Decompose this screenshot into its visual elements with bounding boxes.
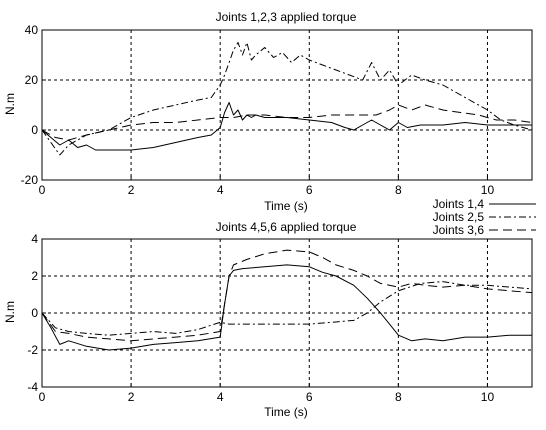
plot-bottom-grid <box>42 239 532 387</box>
plot-bottom-ytick-label: 2 <box>31 269 38 283</box>
legend-label-joints-3-6: Joints 3,6 <box>433 223 485 237</box>
plot-bottom-xtick-label: 0 <box>39 390 46 404</box>
plot-top-xtick-label: 4 <box>217 183 224 197</box>
plot-top-ytick-label: 20 <box>25 73 39 87</box>
plot-top-grid <box>42 30 532 180</box>
plot-top-xtick-label: 8 <box>395 183 402 197</box>
plot-bottom-ytick-label: 0 <box>31 306 38 320</box>
plot-bottom-axes-frame <box>41 238 533 388</box>
plot-top-xlabel: Time (s) <box>264 199 308 213</box>
plot-bottom-series <box>41 249 533 351</box>
plot-top-xtick-label: 10 <box>481 183 495 197</box>
plot-bottom-series-dashed <box>41 249 533 342</box>
plot-top-ylabel: N.m <box>3 93 17 115</box>
plot-bottom-xtick-label: 8 <box>395 390 402 404</box>
plot-top-ytick-label: 40 <box>25 23 39 37</box>
plot-bottom-ytick-label: -2 <box>27 343 38 357</box>
plot-top-xtick-label: 6 <box>306 183 313 197</box>
legend-entry: Joints 2,5 <box>433 210 536 224</box>
plot-top-xtick-label: 0 <box>39 183 46 197</box>
plot-bottom-xtick-label: 4 <box>217 390 224 404</box>
plot-bottom-xtick-label: 2 <box>128 390 135 404</box>
plot-top-title: Joints 1,2,3 applied torque <box>216 10 357 24</box>
plot-top: Joints 1,2,3 applied torque N.m Time (s)… <box>3 10 533 213</box>
legend: Joints 1,4 Joints 2,5 Joints 3,6 <box>427 196 538 238</box>
plot-bottom-ylabel: N.m <box>3 301 17 323</box>
plot-top-axes-frame <box>41 29 533 181</box>
plot-top-series-dashed <box>41 104 533 141</box>
plot-bottom-xtick-label: 6 <box>306 390 313 404</box>
plot-bottom-ticks: 0 2 4 6 8 10 -4 -2 0 2 4 <box>27 232 494 404</box>
plot-top-series <box>41 42 533 156</box>
plot-top-ytick-label: -20 <box>21 173 39 187</box>
plot-bottom-series-solid <box>41 264 532 351</box>
plot-bottom-ytick-label: 4 <box>31 232 38 246</box>
plot-bottom-xlabel: Time (s) <box>264 405 308 419</box>
legend-entry: Joints 3,6 <box>433 223 536 237</box>
legend-label-joints-1-4: Joints 1,4 <box>433 197 485 211</box>
plot-bottom-title: Joints 4,5,6 applied torque <box>216 220 357 234</box>
plot-bottom-xtick-label: 10 <box>481 390 495 404</box>
plot-top-xtick-label: 2 <box>128 183 135 197</box>
plot-top-ytick-label: 0 <box>31 123 38 137</box>
plot-top-series-solid <box>41 102 532 151</box>
legend-entry: Joints 1,4 <box>433 197 536 211</box>
plot-top-series-dashdot <box>41 42 533 156</box>
legend-label-joints-2-5: Joints 2,5 <box>433 210 485 224</box>
plot-bottom-ytick-label: -4 <box>27 380 38 394</box>
plot-bottom-series-dashdot <box>41 281 533 336</box>
plot-bottom: Joints 4,5,6 applied torque N.m Time (s)… <box>3 220 533 419</box>
